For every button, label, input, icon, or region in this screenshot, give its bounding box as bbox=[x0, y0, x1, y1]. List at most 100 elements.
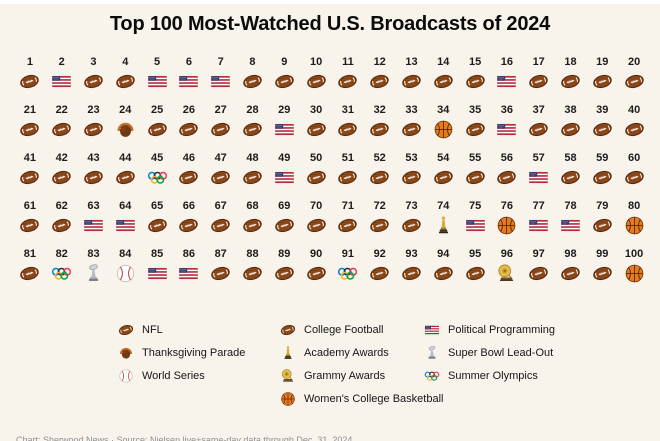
pictogram-grid: 1 2 3 4 5 6 7 8 9 10 11 12 13 14 15 16 17 18 19 20 21 22 23 24 2… bbox=[14, 56, 650, 288]
rank-number: 52 bbox=[373, 152, 386, 164]
rank-number: 66 bbox=[182, 200, 196, 212]
rank-number: 76 bbox=[500, 200, 514, 212]
grid-cell: 55 bbox=[459, 152, 491, 192]
football-icon bbox=[401, 119, 422, 140]
football-icon bbox=[465, 71, 486, 92]
rank-number: 1 bbox=[26, 56, 33, 68]
grid-cell: 30 bbox=[300, 104, 332, 144]
rank-number: 86 bbox=[182, 248, 196, 260]
football-icon bbox=[83, 167, 104, 188]
source-caption: Chart: Sherwood News · Source: Nielsen l… bbox=[16, 435, 353, 441]
football-icon bbox=[369, 71, 390, 92]
rank-number: 93 bbox=[405, 248, 418, 260]
us-flag-icon bbox=[178, 263, 199, 284]
basketball-icon bbox=[624, 263, 645, 284]
olympic-rings-icon bbox=[51, 263, 72, 284]
grid-cell: 31 bbox=[332, 104, 364, 144]
rank-number: 73 bbox=[405, 200, 418, 212]
rank-number: 5 bbox=[154, 56, 161, 68]
rank-number: 72 bbox=[373, 200, 386, 212]
rank-number: 8 bbox=[249, 56, 256, 68]
football-icon bbox=[337, 167, 358, 188]
rank-number: 32 bbox=[373, 104, 386, 116]
us-flag-icon bbox=[465, 215, 486, 236]
rank-number: 41 bbox=[23, 152, 37, 164]
football-icon bbox=[19, 167, 40, 188]
grid-cell: 73 bbox=[396, 200, 428, 240]
football-icon bbox=[51, 215, 72, 236]
football-icon bbox=[242, 167, 263, 188]
grid-cell: 64 bbox=[109, 200, 141, 240]
legend-item-summer_olympics: Summer Olympics bbox=[424, 368, 555, 384]
football-icon bbox=[242, 119, 263, 140]
football-icon bbox=[560, 71, 581, 92]
football-icon bbox=[306, 215, 327, 236]
football-icon bbox=[118, 322, 134, 338]
grid-cell: 37 bbox=[523, 104, 555, 144]
rank-number: 97 bbox=[532, 248, 545, 260]
football-icon bbox=[465, 263, 486, 284]
rank-number: 3 bbox=[90, 56, 97, 68]
football-icon bbox=[83, 71, 104, 92]
rank-number: 4 bbox=[122, 56, 129, 68]
rank-number: 40 bbox=[627, 104, 641, 116]
grid-cell: 46 bbox=[173, 152, 205, 192]
grid-cell: 4 bbox=[109, 56, 141, 96]
rank-number: 69 bbox=[278, 200, 291, 212]
us-flag-icon bbox=[51, 71, 72, 92]
rank-number: 57 bbox=[532, 152, 545, 164]
rank-number: 50 bbox=[309, 152, 323, 164]
grid-cell: 53 bbox=[396, 152, 428, 192]
grid-cell: 80 bbox=[618, 200, 650, 240]
grid-cell: 86 bbox=[173, 248, 205, 288]
grid-cell: 7 bbox=[205, 56, 237, 96]
legend-item-political: Political Programming bbox=[424, 322, 555, 338]
grid-cell: 70 bbox=[300, 200, 332, 240]
football-icon bbox=[306, 119, 327, 140]
rank-number: 6 bbox=[185, 56, 192, 68]
rank-number: 51 bbox=[341, 152, 355, 164]
football-icon bbox=[592, 263, 613, 284]
football-icon bbox=[560, 263, 581, 284]
rank-number: 49 bbox=[278, 152, 291, 164]
football-icon bbox=[401, 71, 422, 92]
grid-cell: 39 bbox=[586, 104, 618, 144]
rank-number: 25 bbox=[150, 104, 164, 116]
football-icon bbox=[19, 71, 40, 92]
football-icon bbox=[592, 215, 613, 236]
grid-cell: 12 bbox=[364, 56, 396, 96]
football-icon bbox=[19, 263, 40, 284]
grid-cell: 40 bbox=[618, 104, 650, 144]
rank-number: 36 bbox=[500, 104, 514, 116]
rank-number: 46 bbox=[182, 152, 196, 164]
rank-number: 64 bbox=[119, 200, 132, 212]
grid-cell: 100 bbox=[618, 248, 650, 288]
rank-number: 94 bbox=[437, 248, 450, 260]
grid-cell: 87 bbox=[205, 248, 237, 288]
legend-label: Women's College Basketball bbox=[304, 393, 444, 405]
grid-cell: 11 bbox=[332, 56, 364, 96]
football-icon bbox=[19, 215, 40, 236]
college-football-icon bbox=[210, 119, 231, 140]
football-icon bbox=[51, 119, 72, 140]
rank-number: 95 bbox=[468, 248, 482, 260]
rank-number: 48 bbox=[246, 152, 259, 164]
rank-number: 67 bbox=[214, 200, 227, 212]
football-icon bbox=[51, 167, 72, 188]
grid-cell: 34 bbox=[427, 104, 459, 144]
legend: NFL Thanksgiving Parade World Series Colleg… bbox=[0, 322, 660, 418]
grid-cell: 76 bbox=[491, 200, 523, 240]
grid-cell: 32 bbox=[364, 104, 396, 144]
rank-number: 84 bbox=[119, 248, 132, 260]
grid-cell: 99 bbox=[586, 248, 618, 288]
legend-label: Super Bowl Lead-Out bbox=[448, 347, 554, 359]
us-flag-icon bbox=[528, 215, 549, 236]
grid-cell: 41 bbox=[14, 152, 46, 192]
rank-number: 28 bbox=[246, 104, 259, 116]
rank-number: 55 bbox=[468, 152, 482, 164]
football-icon bbox=[592, 167, 613, 188]
football-icon bbox=[19, 119, 40, 140]
football-icon bbox=[592, 71, 613, 92]
football-icon bbox=[624, 119, 645, 140]
